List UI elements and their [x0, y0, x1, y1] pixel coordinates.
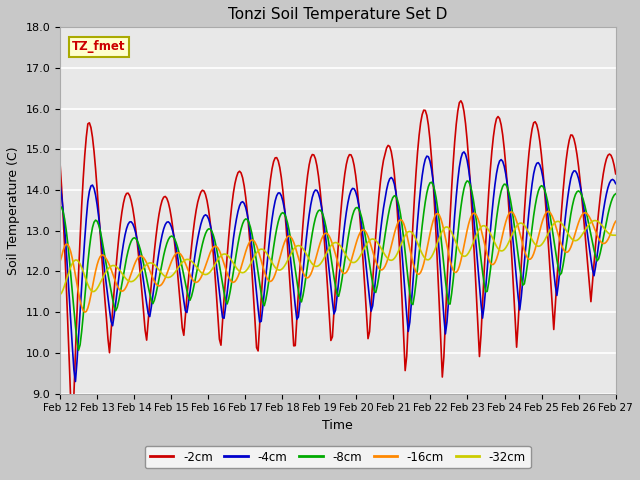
Legend: -2cm, -4cm, -8cm, -16cm, -32cm: -2cm, -4cm, -8cm, -16cm, -32cm [145, 446, 531, 468]
-8cm [584, 216, 591, 222]
-2cm [251, 318, 259, 324]
-4cm [242, 205, 250, 211]
Line: -16cm: -16cm [60, 212, 616, 312]
Line: -4cm: -4cm [60, 152, 616, 382]
-32cm [299, 246, 307, 252]
-32cm [56, 292, 64, 298]
-8cm [242, 216, 250, 222]
-16cm [544, 209, 552, 215]
-16cm [242, 249, 250, 254]
-16cm [584, 212, 591, 217]
-2cm [223, 253, 231, 259]
-8cm [126, 242, 134, 248]
-2cm [68, 434, 76, 440]
-32cm [250, 255, 257, 261]
-8cm [251, 249, 259, 254]
-4cm [126, 219, 134, 225]
-16cm [301, 273, 308, 278]
Line: -2cm: -2cm [60, 101, 616, 437]
-16cm [81, 309, 88, 315]
-16cm [612, 218, 620, 224]
-8cm [223, 301, 231, 307]
Text: TZ_fmet: TZ_fmet [72, 40, 125, 53]
-4cm [301, 253, 308, 259]
-8cm [56, 204, 64, 209]
-2cm [301, 202, 308, 208]
-16cm [251, 240, 259, 245]
-8cm [75, 348, 83, 353]
Y-axis label: Soil Temperature (C): Soil Temperature (C) [7, 146, 20, 275]
-2cm [612, 171, 620, 177]
-32cm [592, 217, 600, 223]
X-axis label: Time: Time [323, 419, 353, 432]
-2cm [242, 194, 250, 200]
-32cm [222, 252, 230, 257]
-4cm [56, 181, 64, 187]
-16cm [56, 259, 64, 264]
-32cm [581, 228, 589, 234]
-4cm [223, 290, 231, 296]
-2cm [584, 264, 591, 269]
-8cm [612, 191, 620, 197]
-4cm [460, 149, 468, 155]
-4cm [72, 379, 79, 384]
Line: -8cm: -8cm [60, 181, 616, 350]
-4cm [251, 275, 259, 280]
Line: -32cm: -32cm [60, 220, 616, 295]
-32cm [241, 269, 248, 275]
-8cm [463, 178, 471, 184]
-8cm [301, 284, 308, 289]
-32cm [124, 278, 132, 284]
-2cm [56, 159, 64, 165]
-4cm [612, 181, 620, 187]
-16cm [126, 276, 134, 281]
-2cm [457, 98, 465, 104]
-16cm [223, 270, 231, 276]
Title: Tonzi Soil Temperature Set D: Tonzi Soil Temperature Set D [228, 7, 447, 22]
-2cm [126, 193, 134, 199]
-4cm [584, 234, 591, 240]
-32cm [612, 232, 620, 238]
